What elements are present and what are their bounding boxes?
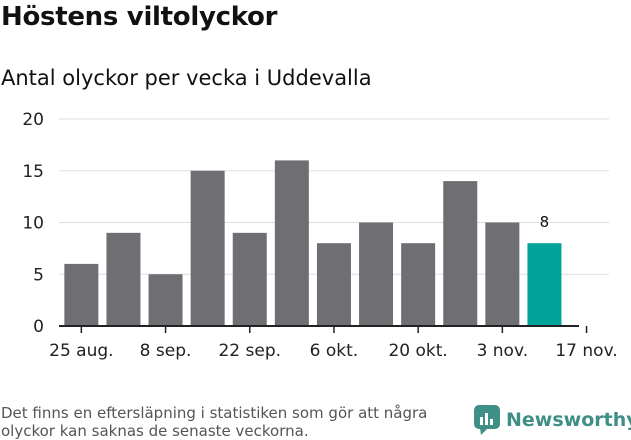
y-tick-label: 10	[22, 214, 44, 234]
x-tick-label: 3 nov.	[477, 341, 529, 361]
x-tick-label: 8 sep.	[140, 341, 192, 361]
bar-highlight	[527, 243, 562, 326]
y-tick-labels: 0 5 10 15 20	[22, 110, 44, 337]
data-label-highlight: 8	[540, 213, 550, 231]
x-tick-label: 17 nov.	[555, 341, 617, 361]
bar	[274, 160, 309, 326]
y-tick-label: 0	[33, 317, 44, 337]
newsworthy-chart-bubble-icon	[474, 405, 500, 435]
data-labels: 8	[540, 213, 550, 231]
bar	[359, 222, 394, 326]
bar	[443, 181, 478, 326]
bar	[148, 274, 183, 326]
x-axis	[59, 325, 588, 333]
x-tick-label: 6 okt.	[310, 341, 359, 361]
bar	[316, 243, 351, 326]
chart-title: Höstens viltolyckor	[1, 2, 278, 32]
x-tick-label: 25 aug.	[49, 341, 113, 361]
bar	[232, 232, 267, 326]
bar	[190, 170, 225, 326]
bar	[485, 222, 520, 326]
y-tick-label: 5	[33, 265, 44, 285]
bar-chart: 0 5 10 15 20 25 aug. 8 sep. 22 sep. 6 okt. 20 ok…	[22, 110, 618, 361]
bar	[64, 263, 99, 326]
x-tick-labels: 25 aug. 8 sep. 22 sep. 6 okt. 20 okt. 3 nov. 1…	[49, 341, 618, 361]
bar	[401, 243, 436, 326]
footnote: Det finns en eftersläpning i statistiken…	[1, 404, 428, 440]
chart-subtitle: Antal olyckor per vecka i Uddevalla	[1, 66, 372, 90]
y-tick-label: 15	[22, 162, 44, 182]
bars	[64, 160, 562, 326]
brand-name: Newsworthy	[506, 409, 631, 431]
bar	[106, 232, 141, 326]
brand-logo: Newsworthy	[474, 405, 631, 435]
x-tick-label: 20 okt.	[388, 341, 447, 361]
y-tick-label: 20	[22, 110, 44, 130]
x-tick-label: 22 sep.	[218, 341, 281, 361]
